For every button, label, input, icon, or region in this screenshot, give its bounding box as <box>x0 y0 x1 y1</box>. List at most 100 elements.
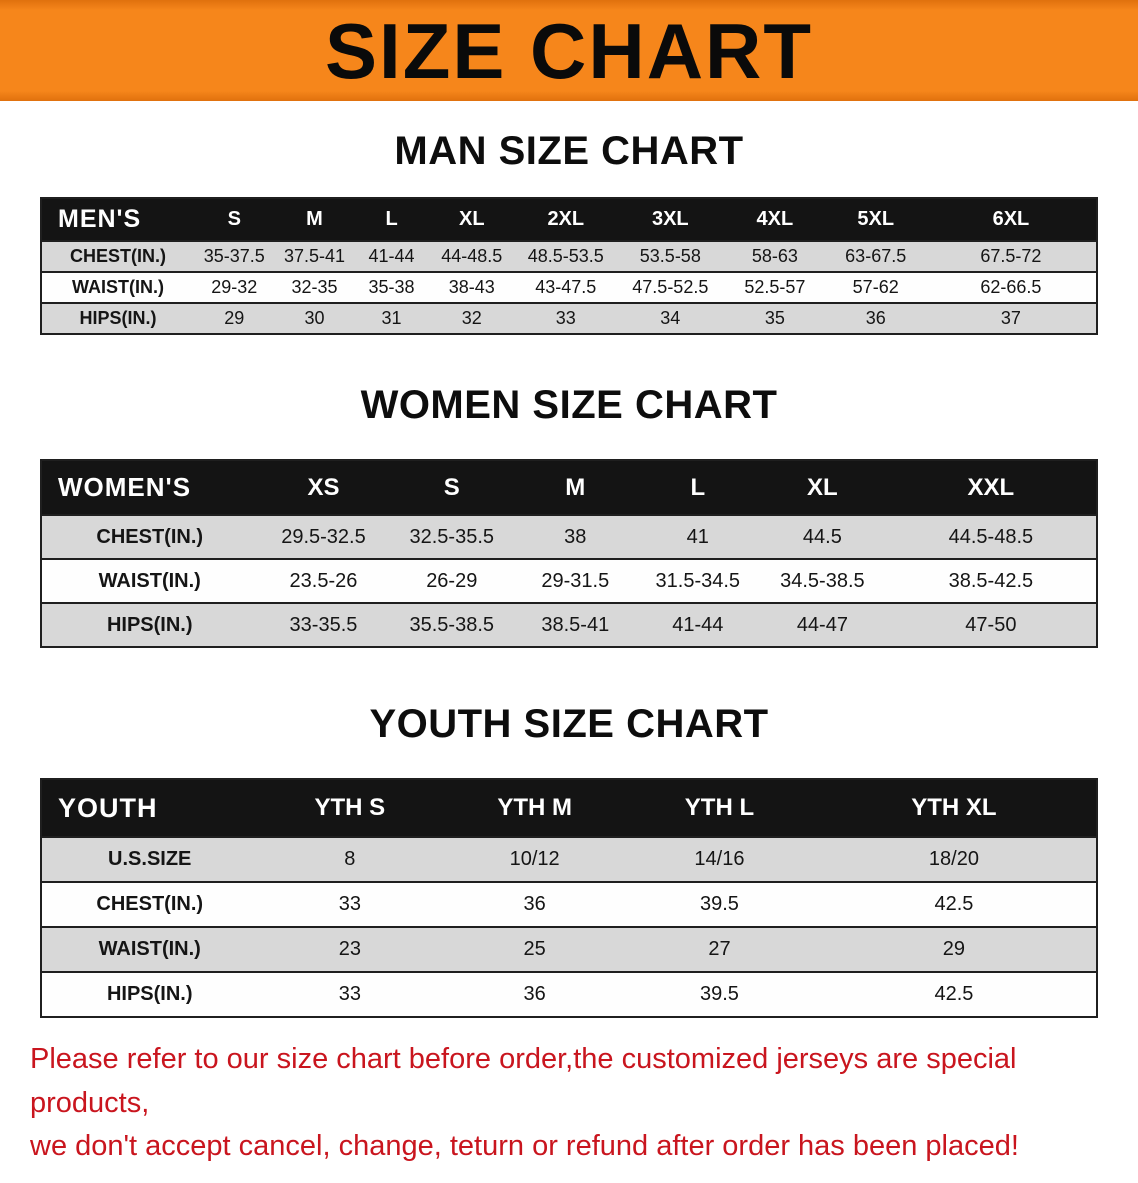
size-value-cell: 44.5-48.5 <box>948 525 1034 548</box>
size-header-cell: M <box>274 198 355 241</box>
youth-size-table: YOUTH YTH S YTH M YTH L YTH XL U.S.SIZE 8 10/12… <box>40 778 1098 1018</box>
banner-title: SIZE CHART <box>325 6 813 95</box>
size-value-cell: 42.5 <box>934 983 974 1005</box>
table-row: CHEST(IN.) 29.5-32.5 32.5-35.5 38 41 44.5 44.5… <box>41 515 1097 559</box>
size-value-cell: 44.5 <box>802 525 842 548</box>
size-header-cell: YTH S <box>257 779 443 837</box>
size-value-cell: 23 <box>338 938 361 960</box>
table-row: WAIST(IN.) 23 25 27 29 <box>41 927 1097 972</box>
header-row: MEN'S S M L XL 2XL 3XL 4XL 5XL 6XL <box>41 198 1097 241</box>
size-header-cell: L <box>354 198 429 241</box>
row-label: CHEST(IN.) <box>96 525 204 548</box>
size-value-cell: 31 <box>381 308 402 328</box>
size-header-cell: XL <box>759 460 886 515</box>
row-label: WAIST(IN.) <box>98 569 201 592</box>
size-value-cell: 44-48.5 <box>441 246 503 266</box>
row-label: HIPS(IN.) <box>79 308 157 328</box>
size-value-cell: 48.5-53.5 <box>527 246 604 266</box>
size-value-cell: 18/20 <box>928 848 979 870</box>
size-value-cell: 47-50 <box>965 613 1017 636</box>
size-value-cell: 33 <box>338 983 361 1005</box>
size-value-cell: 39.5 <box>699 983 739 1005</box>
size-header-cell: 3XL <box>616 198 725 241</box>
size-header-cell: S <box>389 460 515 515</box>
size-value-cell: 41-44 <box>672 613 724 636</box>
size-header-cell: 5XL <box>825 198 926 241</box>
size-value-cell: 37.5-41 <box>283 246 346 266</box>
table-title-cell: YOUTH <box>41 779 258 837</box>
men-size-table-grid: MEN'S S M L XL 2XL 3XL 4XL 5XL 6XL CHEST(IN.) 35-37… <box>40 197 1098 335</box>
size-header-cell: 4XL <box>724 198 826 241</box>
size-value-cell: 35 <box>764 308 785 328</box>
size-value-cell: 62-66.5 <box>980 277 1042 297</box>
size-value-cell: 43-47.5 <box>535 277 597 297</box>
size-value-cell: 33-35.5 <box>289 613 358 636</box>
table-row: WAIST(IN.) 29-32 32-35 35-38 38-43 43-47.5 47.… <box>41 272 1097 303</box>
row-label: WAIST(IN.) <box>72 277 165 297</box>
size-value-cell: 32-35 <box>291 277 338 297</box>
size-header-cell: XS <box>257 460 390 515</box>
size-value-cell: 29 <box>942 938 966 960</box>
size-value-cell: 52.5-57 <box>744 277 806 297</box>
size-header-cell: L <box>636 460 760 515</box>
women-size-table-grid: WOMEN'S XS S M L XL XXL CHEST(IN.) 29.5-32.5 32.5… <box>40 459 1098 648</box>
size-value-cell: 44-47 <box>796 613 848 636</box>
table-row: HIPS(IN.) 33 36 39.5 42.5 <box>41 972 1097 1017</box>
size-value-cell: 32 <box>461 308 482 328</box>
youth-size-section: YOUTH SIZE CHART YOUTH YTH S YTH M YTH L YTH… <box>0 700 1138 1018</box>
size-value-cell: 35-38 <box>368 277 415 297</box>
size-value-cell: 33 <box>338 893 361 915</box>
table-row: HIPS(IN.) 29 30 31 32 33 34 35 36 37 <box>41 303 1097 334</box>
header-row: YOUTH YTH S YTH M YTH L YTH XL <box>41 779 1097 837</box>
size-header-cell: YTH M <box>442 779 628 837</box>
women-size-table: WOMEN'S XS S M L XL XXL CHEST(IN.) 29.5-32.5 32.5… <box>40 459 1098 648</box>
size-value-cell: 29.5-32.5 <box>281 525 366 548</box>
women-size-section: WOMEN SIZE CHART WOMEN'S XS S M L XL XXL CHEST(… <box>0 381 1138 648</box>
size-header-cell: S <box>194 198 275 241</box>
size-header-cell: XXL <box>885 460 1097 515</box>
size-header-cell: 6XL <box>925 198 1097 241</box>
table-row: U.S.SIZE 8 10/12 14/16 18/20 <box>41 837 1097 882</box>
row-label: HIPS(IN.) <box>106 983 193 1005</box>
men-size-section: MAN SIZE CHART MEN'S S M L XL 2XL 3XL 4XL 5XL 6XL… <box>0 127 1138 335</box>
size-header-cell: YTH XL <box>811 779 1097 837</box>
size-header-cell: 2XL <box>515 198 617 241</box>
size-value-cell: 42.5 <box>934 893 974 915</box>
size-chart-content: MAN SIZE CHART MEN'S S M L XL 2XL 3XL 4XL 5XL 6XL… <box>0 127 1138 1183</box>
size-value-cell: 33 <box>555 308 576 328</box>
size-value-cell: 31.5-34.5 <box>655 569 741 592</box>
size-value-cell: 41-44 <box>368 246 415 266</box>
size-value-cell: 38 <box>564 525 587 548</box>
men-size-table: MEN'S S M L XL 2XL 3XL 4XL 5XL 6XL CHEST(IN.) 35-37… <box>40 197 1098 335</box>
table-title-cell: MEN'S <box>41 198 195 241</box>
size-value-cell: 36 <box>865 308 886 328</box>
size-value-cell: 37 <box>1000 308 1021 328</box>
size-value-cell: 41 <box>686 525 709 548</box>
size-value-cell: 39.5 <box>699 893 739 915</box>
size-value-cell: 53.5-58 <box>639 246 701 266</box>
size-value-cell: 35-37.5 <box>203 246 265 266</box>
youth-size-table-grid: YOUTH YTH S YTH M YTH L YTH XL U.S.SIZE 8 10/12… <box>40 778 1098 1018</box>
size-value-cell: 8 <box>344 848 356 870</box>
size-header-cell: XL <box>428 198 516 241</box>
size-value-cell: 38.5-41 <box>541 613 610 636</box>
size-value-cell: 34 <box>660 308 681 328</box>
table-title-cell: WOMEN'S <box>41 460 258 515</box>
row-label: U.S.SIZE <box>108 848 192 870</box>
table-row: WAIST(IN.) 23.5-26 26-29 29-31.5 31.5-34.5 34… <box>41 559 1097 603</box>
row-label: CHEST(IN.) <box>96 893 204 915</box>
header-row: WOMEN'S XS S M L XL XXL <box>41 460 1097 515</box>
size-header-cell: M <box>514 460 637 515</box>
size-value-cell: 38-43 <box>448 277 495 297</box>
table-row: HIPS(IN.) 33-35.5 35.5-38.5 38.5-41 41-44 44-… <box>41 603 1097 647</box>
size-value-cell: 67.5-72 <box>980 246 1042 266</box>
size-value-cell: 57-62 <box>852 277 899 297</box>
size-value-cell: 35.5-38.5 <box>409 613 495 636</box>
size-value-cell: 29-31.5 <box>541 569 610 592</box>
youth-chart-heading: YOUTH SIZE CHART <box>369 702 769 746</box>
row-label: HIPS(IN.) <box>106 613 193 636</box>
row-label: CHEST(IN.) <box>70 246 167 266</box>
size-value-cell: 47.5-52.5 <box>632 277 709 297</box>
disclaimer-line-1: Please refer to our size chart before or… <box>30 1043 1017 1119</box>
size-value-cell: 58-63 <box>751 246 798 266</box>
